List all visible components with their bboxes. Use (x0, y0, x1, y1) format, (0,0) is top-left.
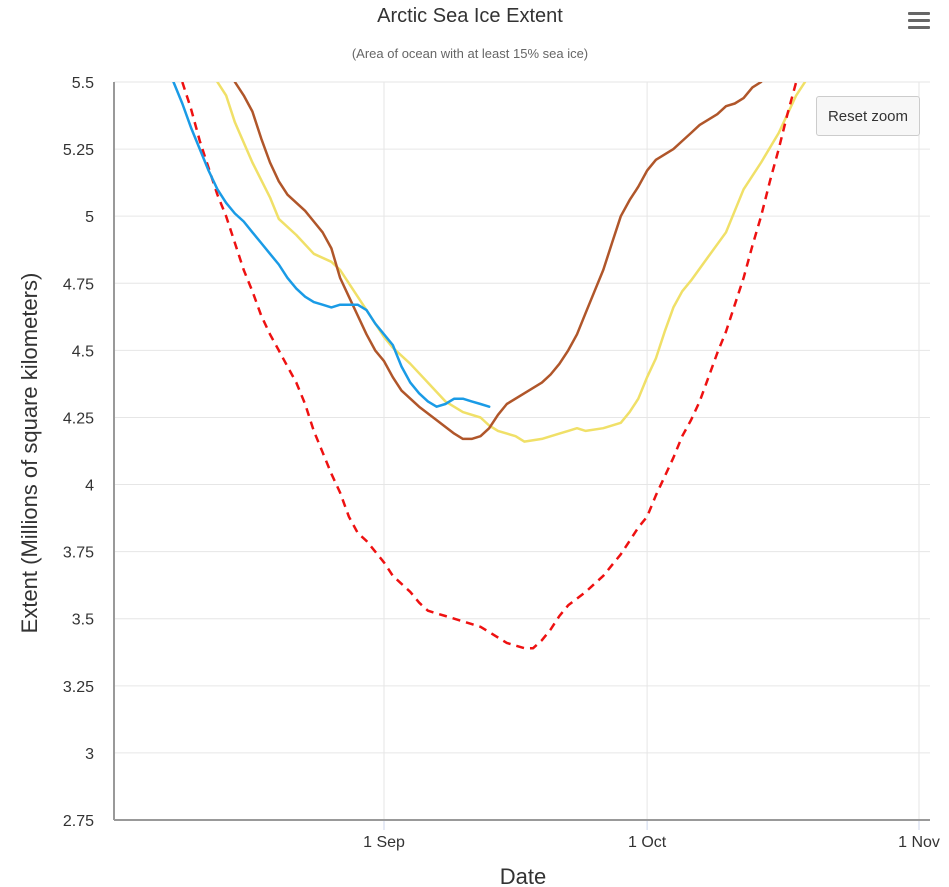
series-line-4 (172, 82, 491, 408)
y-tick-label: 4 (85, 478, 94, 495)
y-tick-label: 5 (85, 209, 94, 226)
y-tick-label: 5.25 (63, 142, 94, 159)
y-tick-label: 3.25 (63, 679, 94, 696)
x-axis-ticks: 1 Sep 1 Oct 1 Nov (363, 834, 940, 851)
y-tick-label: 3.75 (63, 545, 94, 562)
grid-lines (114, 81, 930, 821)
y-tick-label: 4.5 (72, 343, 94, 360)
x-tick-label: 1 Nov (898, 834, 940, 851)
x-tick-label: 1 Oct (628, 834, 667, 851)
series-line-2 (233, 82, 763, 441)
chart-subtitle: (Area of ocean with at least 15% sea ice… (352, 46, 588, 61)
x-axis-title: Date (500, 864, 546, 887)
y-axis-ticks: 2.75 3 3.25 3.5 3.75 4 4.25 4.5 4.75 5 5.25 5.5 (63, 75, 94, 830)
y-tick-label: 3.5 (72, 612, 94, 629)
plot-series (172, 82, 807, 650)
y-tick-label: 2.75 (63, 813, 94, 830)
y-tick-label: 3 (85, 746, 94, 763)
y-axis-title: Extent (Millions of square kilometers) (17, 273, 42, 634)
y-tick-label: 4.25 (63, 410, 94, 427)
chart-title: Arctic Sea Ice Extent (377, 5, 563, 27)
x-tick-label: 1 Sep (363, 834, 405, 851)
hamburger-menu-icon (908, 12, 930, 15)
reset-zoom-button[interactable]: Reset zoom (816, 96, 920, 136)
hamburger-menu-icon (908, 19, 930, 22)
y-tick-label: 4.75 (63, 276, 94, 293)
series-line-1 (216, 82, 807, 443)
series-line-3 (181, 82, 798, 650)
y-tick-label: 5.5 (72, 75, 94, 92)
hamburger-menu-icon (908, 26, 930, 29)
chart-menu-button[interactable] (904, 6, 934, 34)
axes (113, 82, 930, 830)
